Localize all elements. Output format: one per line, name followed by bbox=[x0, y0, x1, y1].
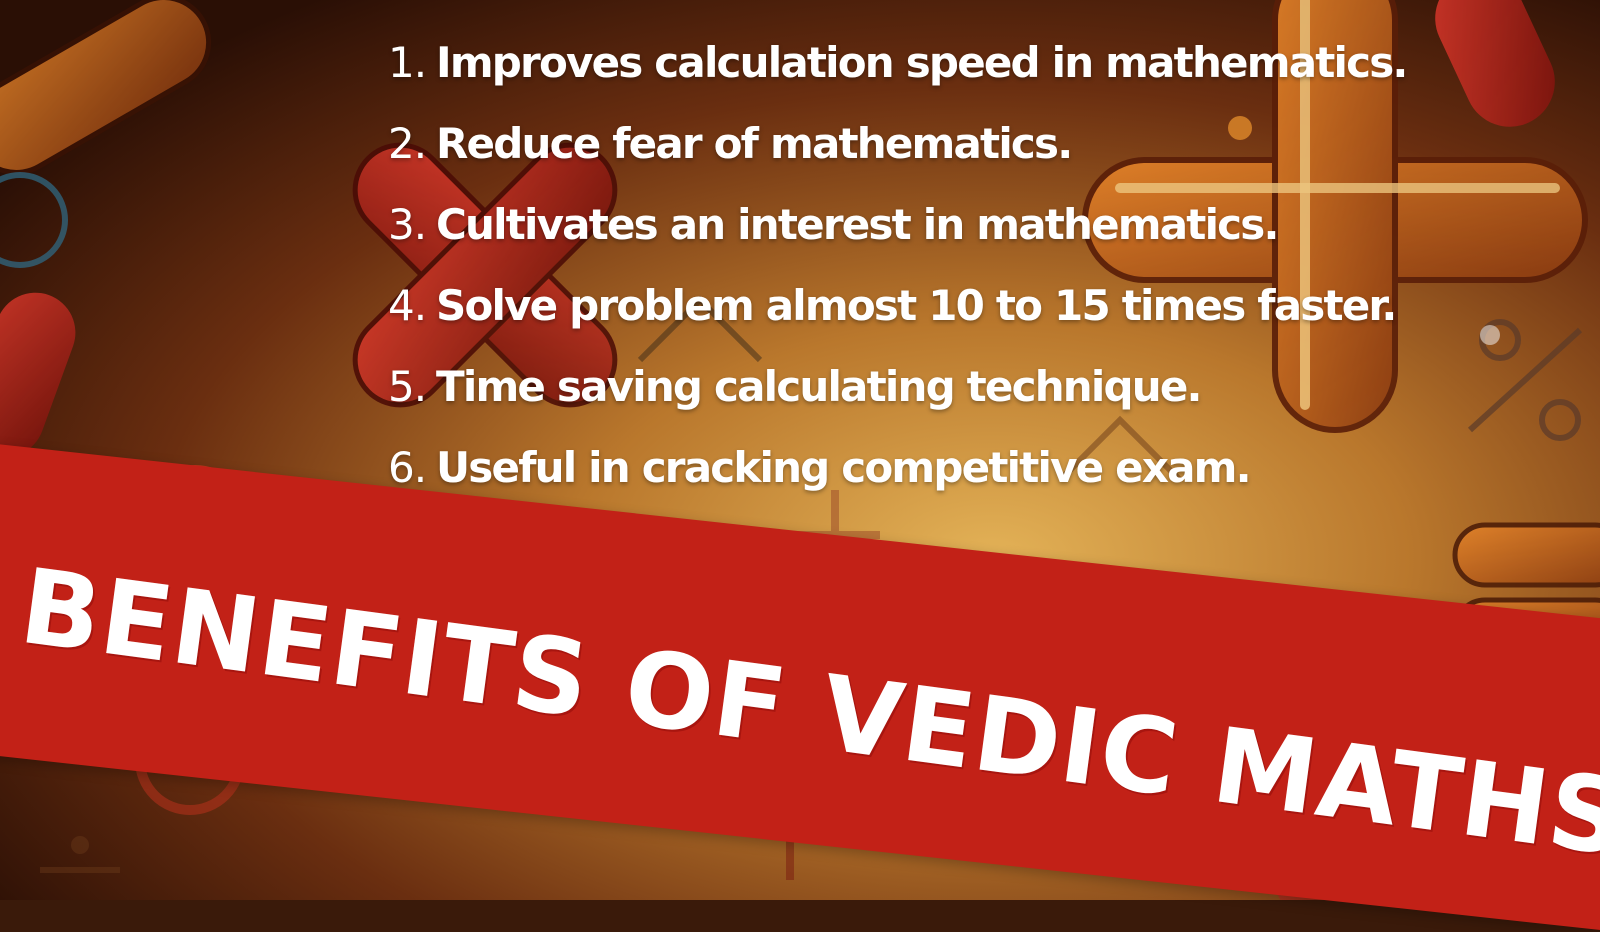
multiply-icon bbox=[1435, 0, 1555, 127]
benefit-text: Useful in cracking competitive exam. bbox=[436, 443, 1252, 492]
benefit-item: 5. Time saving calculating technique. bbox=[388, 346, 1407, 427]
benefit-text: Improves calculation speed in mathematic… bbox=[436, 38, 1408, 87]
benefit-text: Cultivates an interest in mathematics. bbox=[436, 200, 1279, 249]
circle-icon bbox=[1228, 116, 1252, 140]
chevron-icon bbox=[1057, 415, 1183, 483]
benefit-text: Solve problem almost 10 to 15 times fast… bbox=[436, 281, 1397, 330]
benefit-number: 2. bbox=[388, 119, 427, 168]
minus-icon bbox=[0, 0, 212, 175]
circle-icon bbox=[1480, 325, 1500, 345]
benefit-item: 1. Improves calculation speed in mathema… bbox=[388, 22, 1408, 103]
plus-icon bbox=[1082, 0, 1588, 433]
benefit-text: Reduce fear of mathematics. bbox=[436, 119, 1073, 168]
benefits-list: 1. Improves calculation speed in mathema… bbox=[388, 22, 1408, 508]
multiply-icon bbox=[352, 142, 618, 408]
benefit-item: 6. Useful in cracking competitive exam. bbox=[388, 427, 1407, 508]
chevron-icon bbox=[637, 295, 763, 363]
benefit-number: 6. bbox=[388, 443, 427, 492]
benefit-number: 5. bbox=[388, 362, 427, 411]
benefit-number: 3. bbox=[388, 200, 427, 249]
benefit-number: 1. bbox=[388, 38, 427, 87]
minus-icon bbox=[0, 292, 76, 458]
benefit-text: Time saving calculating technique. bbox=[436, 362, 1203, 411]
benefit-item: 3. Cultivates an interest in mathematics… bbox=[388, 184, 1407, 265]
circle-icon bbox=[0, 172, 68, 268]
benefit-item: 2. Reduce fear of mathematics. bbox=[388, 103, 1407, 184]
divide-icon bbox=[40, 836, 120, 873]
benefit-item: 4. Solve problem almost 10 to 15 times f… bbox=[388, 265, 1407, 346]
benefit-number: 4. bbox=[388, 281, 427, 330]
